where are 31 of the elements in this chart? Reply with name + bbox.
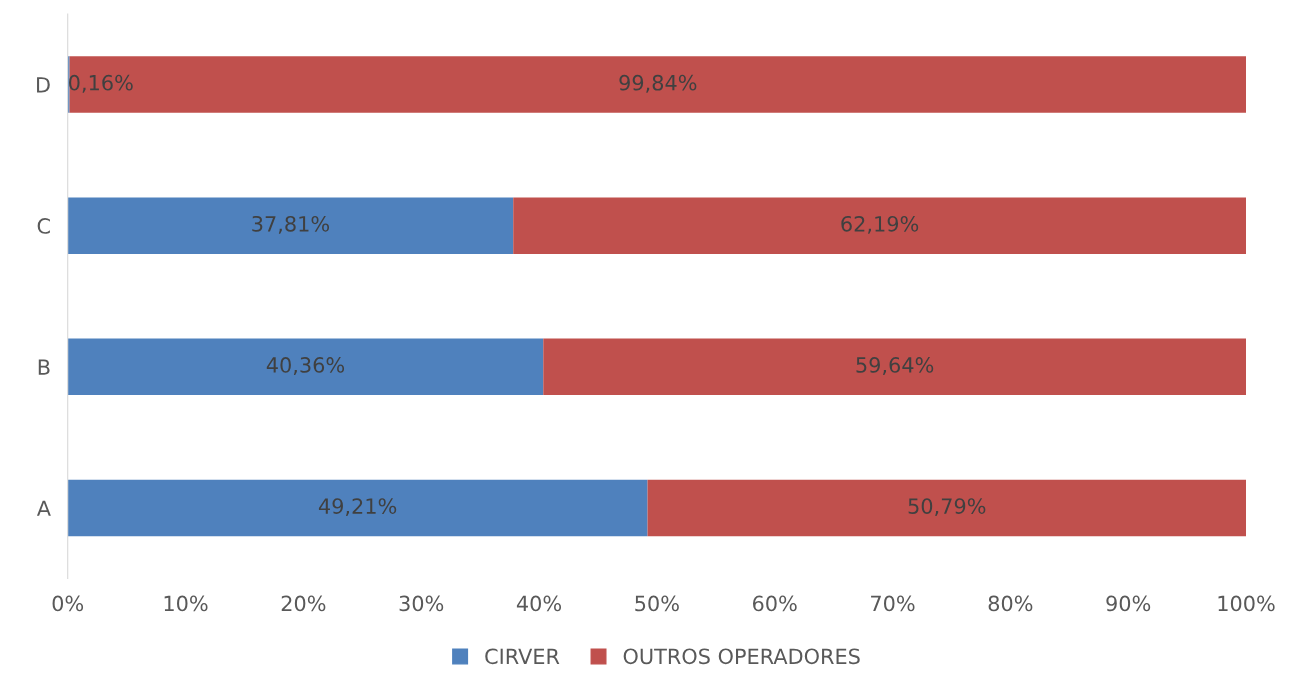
data-label: 40,36% — [266, 357, 345, 375]
y-tick-label: C — [37, 218, 50, 234]
bar — [513, 197, 1247, 254]
y-tick-label: D — [37, 77, 50, 93]
data-label: 50,79% — [908, 498, 986, 517]
x-tick-label: 80% — [988, 595, 1033, 612]
x-tick-label: 60% — [752, 595, 797, 612]
x-tick-label: 100% — [1218, 595, 1275, 612]
y-tick-label: A — [36, 500, 51, 516]
bar — [69, 56, 1247, 113]
x-tick-label: 10% — [164, 595, 208, 612]
bar — [647, 479, 1247, 537]
data-label: 49,21% — [318, 498, 397, 517]
x-tick-label: 50% — [635, 595, 679, 612]
x-tick-label: 0% — [52, 595, 84, 612]
x-tick-label: 30% — [399, 595, 444, 612]
y-tick-label: B — [38, 359, 50, 375]
bar — [67, 338, 544, 396]
bar — [67, 479, 648, 537]
x-tick-label: 70% — [871, 595, 915, 612]
x-tick-label: 40% — [516, 595, 562, 612]
data-label: 59,64% — [856, 357, 934, 375]
bar — [543, 338, 1247, 396]
data-label: 99,84% — [619, 74, 697, 93]
data-label: 37,81% — [252, 215, 330, 234]
x-tick-label: 90% — [1106, 595, 1151, 612]
legend-label: CIRVER — [485, 648, 560, 665]
bar — [67, 197, 514, 254]
x-tick-label: 20% — [281, 595, 326, 612]
legend-label: OUTROS OPERADORES — [623, 648, 860, 665]
data-label: 62,19% — [841, 215, 919, 234]
